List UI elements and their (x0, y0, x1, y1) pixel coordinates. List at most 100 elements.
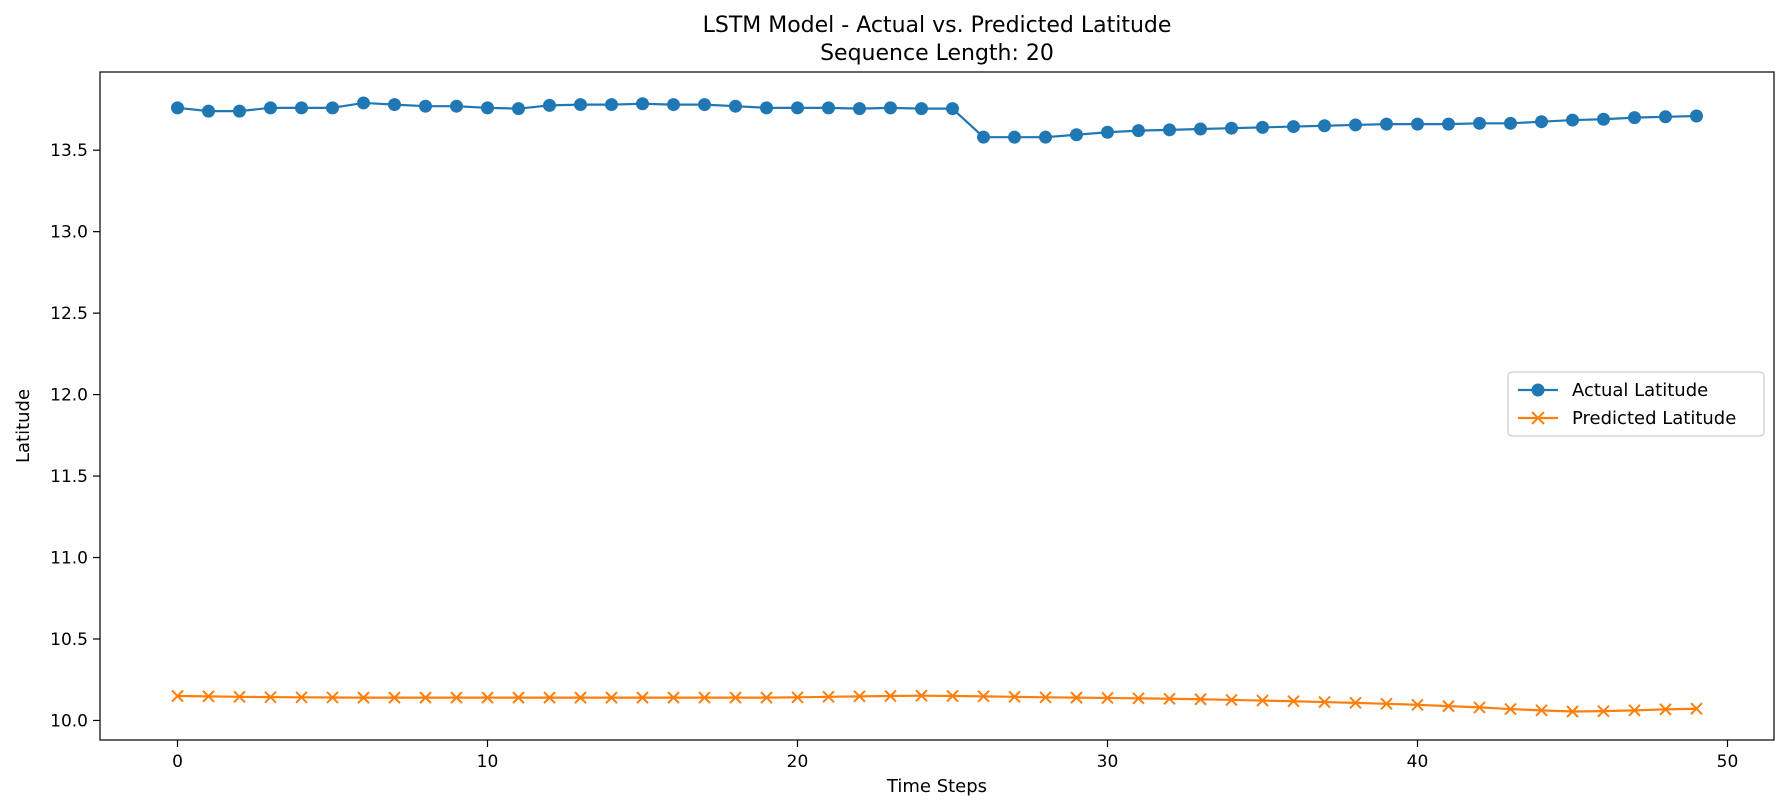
data-point-actual (1039, 130, 1052, 144)
data-point-actual (450, 99, 463, 113)
y-axis-label: Latitude (13, 389, 34, 463)
data-point-predicted (512, 691, 525, 704)
data-point-actual (543, 98, 556, 112)
data-point-predicted (1132, 692, 1145, 705)
data-point-predicted (171, 689, 184, 703)
chart-title: LSTM Model - Actual vs. Predicted Latitu… (703, 13, 1172, 38)
data-point-predicted (295, 691, 308, 704)
y-tick-label: 10.5 (50, 630, 88, 650)
data-point-actual (1442, 117, 1455, 131)
data-point-predicted (1597, 704, 1610, 718)
data-point-predicted (636, 691, 649, 704)
data-point-predicted (791, 691, 804, 704)
data-point-actual (202, 104, 215, 118)
data-point-actual (1008, 130, 1021, 144)
data-point-actual (1101, 125, 1114, 139)
data-point-actual (977, 130, 990, 144)
data-point-actual (357, 96, 370, 110)
data-point-predicted (1070, 691, 1083, 704)
data-point-predicted (388, 691, 401, 704)
y-tick-label: 10.0 (50, 711, 88, 731)
legend: Actual Latitude Predicted Latitude (1507, 371, 1765, 437)
x-tick-label: 20 (787, 752, 809, 772)
data-point-predicted (760, 691, 773, 704)
data-point-predicted (698, 691, 711, 704)
data-point-predicted (1318, 695, 1331, 709)
data-point-predicted (543, 691, 556, 704)
x-tick-label: 10 (477, 752, 499, 772)
data-point-predicted (357, 691, 370, 704)
data-point-actual (822, 101, 835, 115)
y-tick-label: 13.5 (50, 141, 88, 161)
data-point-actual (760, 101, 773, 115)
data-point-predicted (202, 690, 215, 703)
data-point-predicted (1349, 696, 1362, 710)
data-point-actual (636, 97, 649, 111)
data-point-predicted (729, 691, 742, 704)
data-point-predicted (853, 690, 866, 703)
data-point-predicted (1163, 692, 1176, 705)
data-point-predicted (915, 689, 928, 702)
legend-label-predicted: Predicted Latitude (1572, 408, 1736, 429)
data-point-actual (1318, 119, 1331, 133)
legend-marker-predicted (1531, 411, 1545, 425)
data-point-actual (326, 101, 339, 115)
data-point-actual (512, 102, 525, 116)
data-point-actual (884, 101, 897, 115)
data-point-actual (1535, 115, 1548, 129)
data-point-actual (791, 101, 804, 115)
data-point-actual (1194, 122, 1207, 136)
plot-frame (99, 71, 1775, 741)
data-point-predicted (481, 691, 494, 704)
data-point-predicted (1690, 702, 1703, 715)
data-point-predicted (1504, 702, 1517, 716)
legend-marker-actual (1531, 383, 1545, 397)
data-point-actual (853, 102, 866, 116)
data-point-actual (481, 101, 494, 115)
data-point-actual (698, 98, 711, 112)
data-point-actual (1380, 117, 1393, 131)
series-actual-latitude (171, 96, 1703, 144)
data-point-predicted (1008, 690, 1021, 704)
data-point-actual (667, 98, 680, 112)
data-point-actual (1349, 118, 1362, 132)
data-point-actual (1628, 111, 1641, 125)
x-tick-label: 40 (1407, 752, 1429, 772)
data-point-predicted (1411, 698, 1424, 712)
chart-subtitle: Sequence Length: 20 (820, 41, 1054, 66)
data-point-predicted (1256, 694, 1269, 707)
data-point-actual (1566, 113, 1579, 127)
data-point-predicted (605, 691, 618, 704)
data-point-actual (1287, 120, 1300, 134)
data-point-actual (1597, 112, 1610, 126)
data-point-actual (946, 102, 959, 116)
data-point-actual (264, 101, 277, 115)
data-point-predicted (1287, 695, 1300, 708)
data-point-predicted (1473, 701, 1486, 714)
data-point-predicted (1628, 704, 1641, 717)
series-line (177, 694, 1697, 713)
x-axis-label: Time Steps (886, 776, 987, 797)
data-point-predicted (264, 690, 277, 704)
data-point-actual (1070, 128, 1083, 142)
data-point-predicted (1039, 691, 1052, 704)
data-point-actual (1256, 120, 1269, 134)
data-point-predicted (419, 691, 432, 704)
data-point-predicted (326, 691, 339, 704)
data-point-actual (171, 101, 184, 115)
data-point-predicted (884, 689, 897, 703)
y-tick-label: 12.0 (50, 386, 88, 406)
data-point-predicted (822, 690, 835, 704)
data-point-actual (295, 101, 308, 115)
data-point-actual (729, 99, 742, 113)
data-point-predicted (1659, 703, 1672, 716)
data-point-actual (419, 99, 432, 113)
x-tick-label: 50 (1717, 752, 1739, 772)
data-point-predicted (1380, 697, 1393, 711)
y-tick-label: 13.0 (50, 223, 88, 243)
data-point-actual (388, 98, 401, 112)
y-tick-label: 12.5 (50, 304, 88, 324)
data-point-predicted (1101, 691, 1114, 705)
data-point-predicted (667, 691, 680, 704)
